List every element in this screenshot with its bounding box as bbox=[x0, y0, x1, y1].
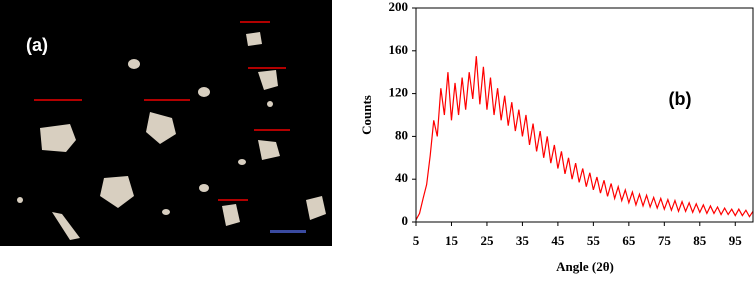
x-tick-label: 25 bbox=[480, 233, 494, 248]
y-tick-label: 160 bbox=[389, 42, 409, 57]
particle bbox=[306, 196, 326, 220]
particle bbox=[258, 140, 280, 160]
x-tick-label: 95 bbox=[729, 233, 743, 248]
particles bbox=[17, 32, 326, 240]
particle bbox=[17, 197, 23, 203]
x-tick-label: 35 bbox=[516, 233, 530, 248]
x-tick-label: 55 bbox=[587, 233, 601, 248]
x-tick-label: 85 bbox=[693, 233, 707, 248]
particle bbox=[198, 87, 210, 97]
particle bbox=[128, 59, 140, 69]
y-tick-label: 80 bbox=[395, 127, 408, 142]
y-tick-label: 40 bbox=[395, 170, 408, 185]
x-tick-label: 15 bbox=[445, 233, 459, 248]
x-tick-label: 45 bbox=[551, 233, 565, 248]
measure-lines bbox=[34, 21, 290, 201]
x-axis-label: Angle (2θ) bbox=[556, 259, 614, 274]
micrograph: (a) bbox=[0, 0, 332, 246]
particle bbox=[100, 176, 134, 208]
panel-label: (b) bbox=[669, 89, 692, 109]
particle bbox=[222, 204, 240, 226]
x-tick-label: 65 bbox=[622, 233, 636, 248]
x-tick-label: 75 bbox=[658, 233, 672, 248]
y-tick-label: 120 bbox=[389, 85, 409, 100]
data-line bbox=[415, 56, 754, 221]
particle bbox=[162, 209, 170, 215]
particle bbox=[246, 32, 262, 46]
particle bbox=[199, 184, 209, 192]
scale-bar bbox=[270, 230, 306, 233]
y-tick-label: 0 bbox=[402, 213, 409, 228]
particle bbox=[238, 159, 246, 165]
x-tick-label: 5 bbox=[413, 233, 420, 248]
particle bbox=[52, 212, 80, 240]
panel-label: (a) bbox=[26, 35, 48, 55]
plot-frame bbox=[415, 7, 754, 223]
particle bbox=[258, 70, 278, 90]
particle bbox=[40, 124, 76, 152]
particle bbox=[267, 101, 273, 107]
y-tick-label: 200 bbox=[389, 0, 409, 14]
particle bbox=[146, 112, 176, 144]
y-axis-label: Counts bbox=[359, 95, 374, 135]
